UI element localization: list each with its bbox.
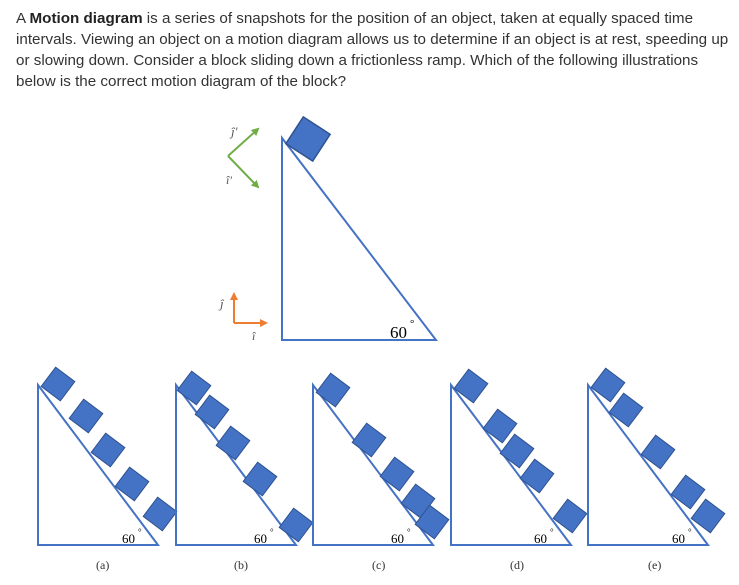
question-term: Motion diagram xyxy=(29,10,143,27)
option-e-block-3 xyxy=(640,434,676,470)
option-e-ramp xyxy=(587,382,710,546)
main-degree-symbol: ° xyxy=(410,318,414,330)
option-d-angle-label: 60 xyxy=(534,531,547,546)
option-a-block-5 xyxy=(142,496,178,532)
option-b-angle-label: 60 xyxy=(254,531,267,546)
option-c-letter: (c) xyxy=(372,558,385,572)
j-prime-label: ĵ' xyxy=(229,124,238,139)
question-text: A Motion diagram is a series of snapshot… xyxy=(16,8,732,92)
i-prime-label: î' xyxy=(226,173,232,187)
option-b-letter: (b) xyxy=(234,558,248,572)
main-block xyxy=(284,115,332,163)
option-e-degree-symbol: ° xyxy=(688,527,692,537)
standard-axes: ĵ î xyxy=(218,292,268,343)
option-d-ramp xyxy=(450,382,573,546)
option-c-block-3 xyxy=(379,456,415,492)
option-b-block-5 xyxy=(278,507,314,543)
option-e: 60 ° (e) xyxy=(587,367,726,572)
option-e-angle-label: 60 xyxy=(672,531,685,546)
option-c-block-2 xyxy=(351,422,387,458)
option-a-block-2 xyxy=(68,398,104,434)
option-c-degree-symbol: ° xyxy=(407,527,411,537)
option-a-block-1 xyxy=(40,366,76,402)
option-e-block-5 xyxy=(690,498,726,534)
option-c-block-5 xyxy=(414,504,450,540)
option-b-block-4 xyxy=(242,461,278,497)
main-ramp-diagram: 60 ° xyxy=(281,115,439,342)
j-prime-axis-arrow xyxy=(227,127,260,157)
option-a-block-4 xyxy=(114,466,150,502)
option-e-letter: (e) xyxy=(648,558,661,572)
option-c-block-1 xyxy=(315,372,351,408)
option-a: 60 ° (a) xyxy=(37,366,178,572)
option-e-block-2 xyxy=(608,392,644,428)
option-b: 60 ° (b) xyxy=(175,370,314,572)
option-c-ramp xyxy=(312,382,435,546)
option-b-degree-symbol: ° xyxy=(270,527,274,537)
main-angle-label: 60 xyxy=(390,323,407,342)
main-ramp xyxy=(281,135,439,341)
option-a-block-3 xyxy=(90,432,126,468)
i-label: î xyxy=(252,329,256,343)
j-label: ĵ xyxy=(218,296,225,311)
option-a-degree-symbol: ° xyxy=(138,527,142,537)
option-a-letter: (a) xyxy=(96,558,109,572)
option-d-block-5 xyxy=(552,498,588,534)
option-c: 60 ° (c) xyxy=(312,372,450,572)
option-d-degree-symbol: ° xyxy=(550,527,554,537)
option-a-angle-label: 60 xyxy=(122,531,135,546)
option-d-block-3 xyxy=(499,433,535,469)
option-d-block-1 xyxy=(453,368,489,404)
option-d-letter: (d) xyxy=(510,558,524,572)
option-a-ramp xyxy=(37,382,160,546)
option-b-block-1 xyxy=(176,370,212,406)
option-e-block-4 xyxy=(670,474,706,510)
option-b-block-2 xyxy=(194,394,230,430)
option-c-angle-label: 60 xyxy=(391,531,404,546)
option-d: 60 ° (d) xyxy=(450,368,588,572)
option-d-block-2 xyxy=(482,408,518,444)
question-body: is a series of snapshots for the positio… xyxy=(16,10,729,90)
option-b-ramp xyxy=(175,382,298,546)
option-d-block-4 xyxy=(519,458,555,494)
question-intro: A xyxy=(16,10,30,27)
option-e-block-1 xyxy=(590,367,626,403)
option-b-block-3 xyxy=(215,425,251,461)
tilted-axes: ĵ' î' xyxy=(226,124,260,189)
i-prime-axis-arrow xyxy=(227,155,260,189)
